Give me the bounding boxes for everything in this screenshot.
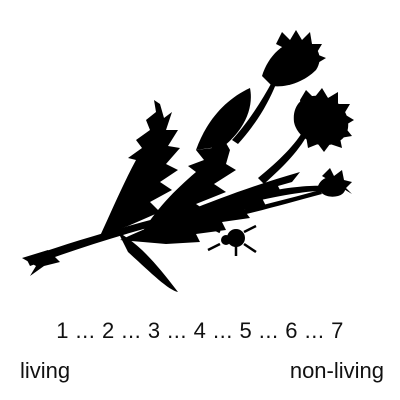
scale-point-2[interactable]: 2 [102,318,115,343]
scale-separator: ... [252,318,286,343]
scale-separator: ... [68,318,102,343]
scale-left-label: living [20,358,71,383]
dandelion-silhouette-icon [22,30,354,292]
scale-point-3[interactable]: 3 [147,318,161,343]
rating-scale: 1 ... 2 ... 3 ... 4 ... 5 ... 6 ... 7 [0,318,400,350]
scale-separator: ... [206,318,240,343]
scale-point-6[interactable]: 6 [285,318,298,343]
scale-right-label: non-living [289,358,384,383]
scale-separator: ... [114,318,148,343]
scale-point-4[interactable]: 4 [193,318,207,343]
scale-point-5[interactable]: 5 [239,318,253,343]
scale-point-1[interactable]: 1 [56,318,69,343]
scale-point-7[interactable]: 7 [331,318,344,343]
scale-separator: ... [298,318,332,343]
scale-separator: ... [160,318,194,343]
